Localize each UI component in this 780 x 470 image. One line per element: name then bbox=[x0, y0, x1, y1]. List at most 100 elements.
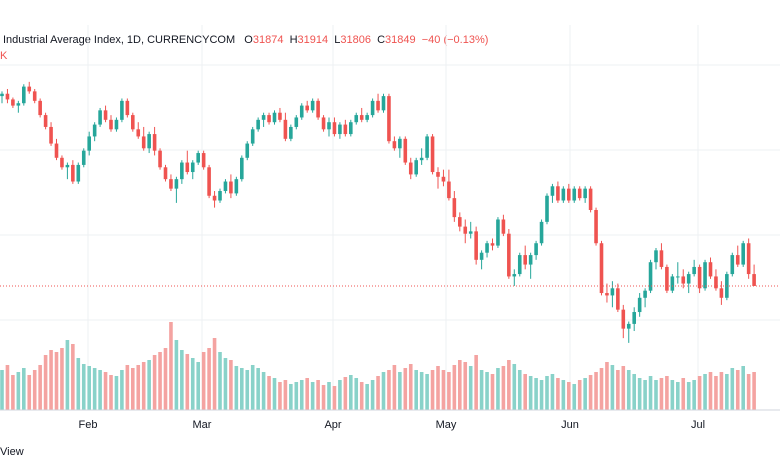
candle-body bbox=[218, 191, 222, 201]
volume-bar bbox=[621, 366, 626, 410]
candle-body bbox=[278, 112, 282, 120]
candle-body bbox=[697, 266, 702, 289]
volume-bar bbox=[81, 364, 86, 410]
volume-bar bbox=[60, 348, 64, 410]
candle-body bbox=[22, 86, 26, 104]
candle-body bbox=[381, 96, 386, 111]
volume-bar bbox=[65, 340, 70, 410]
volume-bar bbox=[735, 370, 740, 410]
volume-bar bbox=[218, 352, 222, 410]
candle-body bbox=[283, 119, 288, 139]
high-value: 31914 bbox=[297, 34, 329, 46]
volume-bar bbox=[458, 360, 462, 410]
volume-bar bbox=[567, 382, 571, 410]
candle-body bbox=[207, 167, 211, 196]
candle-body bbox=[359, 115, 364, 120]
candle-body bbox=[436, 172, 440, 177]
volume-bar bbox=[572, 384, 577, 410]
volume-bar bbox=[185, 354, 190, 410]
x-tick-label: Feb bbox=[79, 419, 98, 431]
volume-bar bbox=[599, 368, 604, 410]
volume-bar bbox=[561, 380, 566, 410]
volume-bar bbox=[54, 352, 59, 410]
volume-bar bbox=[370, 380, 375, 410]
volume-bar bbox=[626, 370, 631, 410]
volume-bar bbox=[245, 370, 250, 410]
volume-bar bbox=[556, 378, 560, 410]
volume-bar bbox=[479, 370, 484, 410]
candle-body bbox=[98, 110, 102, 125]
candle-body bbox=[517, 255, 522, 275]
volume-bar bbox=[283, 380, 288, 410]
candle-body bbox=[496, 219, 500, 246]
time-axis-labels: Feb Mar Apr May Jun Jul bbox=[79, 419, 706, 431]
candle-body bbox=[272, 112, 277, 123]
candle-body bbox=[196, 153, 200, 163]
volume-bar bbox=[76, 358, 81, 410]
volume-bar bbox=[534, 378, 538, 410]
candle-body bbox=[594, 210, 598, 244]
candle-body bbox=[463, 226, 468, 234]
candle-body bbox=[501, 219, 506, 234]
volume-bar bbox=[632, 374, 636, 410]
volume-bar bbox=[38, 365, 42, 410]
volume-bar bbox=[752, 372, 756, 410]
volume-bar bbox=[414, 370, 418, 410]
candle-body bbox=[730, 255, 735, 275]
volume-bar bbox=[327, 382, 331, 410]
volume-bar bbox=[27, 375, 32, 410]
candle-body bbox=[408, 162, 413, 175]
candle-body bbox=[32, 91, 37, 101]
candle-body bbox=[38, 100, 42, 116]
candle-body bbox=[670, 276, 675, 291]
volume-bar bbox=[376, 376, 380, 410]
volume-bar bbox=[267, 376, 271, 410]
candle-body bbox=[54, 143, 59, 158]
chart-legend-header: Industrial Average Index, 1D, CURRENCYCO… bbox=[3, 34, 488, 46]
volume-bar bbox=[103, 372, 108, 410]
candle-body bbox=[365, 115, 369, 120]
candle-body bbox=[414, 160, 418, 175]
volume-bar bbox=[359, 382, 364, 410]
candle-body bbox=[572, 188, 577, 201]
volume-bar bbox=[659, 378, 664, 410]
volume-bar bbox=[425, 374, 429, 410]
candle-body bbox=[294, 117, 299, 127]
volume-bar bbox=[452, 365, 457, 410]
candle-body bbox=[708, 262, 713, 277]
volume-bar bbox=[408, 364, 413, 410]
candle-body bbox=[458, 217, 462, 227]
candle-body bbox=[229, 181, 233, 194]
candle-body bbox=[534, 243, 538, 256]
candle-body bbox=[76, 164, 81, 182]
volume-bar bbox=[577, 380, 582, 410]
candle-body bbox=[550, 186, 555, 196]
candle-body bbox=[11, 99, 15, 106]
volume-bar bbox=[746, 374, 751, 410]
open-value: 31874 bbox=[252, 34, 284, 46]
candle-body bbox=[0, 93, 4, 97]
view-footer-label: View bbox=[0, 446, 24, 458]
volume-bar bbox=[87, 366, 91, 410]
candle-body bbox=[212, 195, 217, 201]
volume-bar bbox=[398, 372, 402, 410]
candle-body bbox=[468, 231, 473, 234]
volume-bar bbox=[332, 386, 337, 410]
volume-bar bbox=[163, 348, 168, 410]
volume-bar bbox=[343, 377, 348, 410]
volume-bar bbox=[321, 385, 326, 410]
volume-bar bbox=[92, 368, 97, 410]
candle-body bbox=[545, 195, 549, 222]
volume-bar bbox=[316, 380, 320, 410]
candle-body bbox=[60, 157, 64, 168]
candle-body bbox=[338, 124, 342, 135]
chart-grid bbox=[0, 25, 780, 410]
candle-body bbox=[299, 105, 304, 118]
candle-body bbox=[234, 179, 239, 194]
volume-bar bbox=[278, 382, 282, 410]
volume-bar bbox=[158, 352, 162, 410]
candle-body bbox=[479, 252, 484, 260]
x-tick-label: May bbox=[436, 419, 457, 431]
candle-body bbox=[676, 276, 680, 278]
